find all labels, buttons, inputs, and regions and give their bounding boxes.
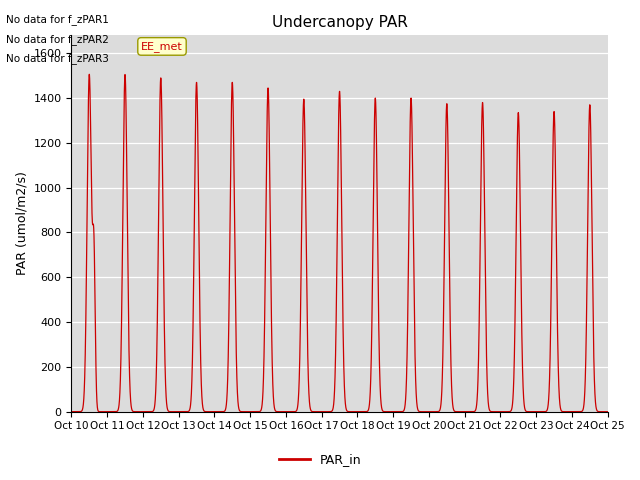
Legend: PAR_in: PAR_in (273, 448, 367, 471)
Text: No data for f_zPAR2: No data for f_zPAR2 (6, 34, 109, 45)
Text: No data for f_zPAR3: No data for f_zPAR3 (6, 53, 109, 64)
Text: No data for f_zPAR1: No data for f_zPAR1 (6, 14, 109, 25)
Title: Undercanopy PAR: Undercanopy PAR (271, 15, 408, 30)
Y-axis label: PAR (umol/m2/s): PAR (umol/m2/s) (15, 171, 28, 276)
Text: EE_met: EE_met (141, 41, 183, 52)
